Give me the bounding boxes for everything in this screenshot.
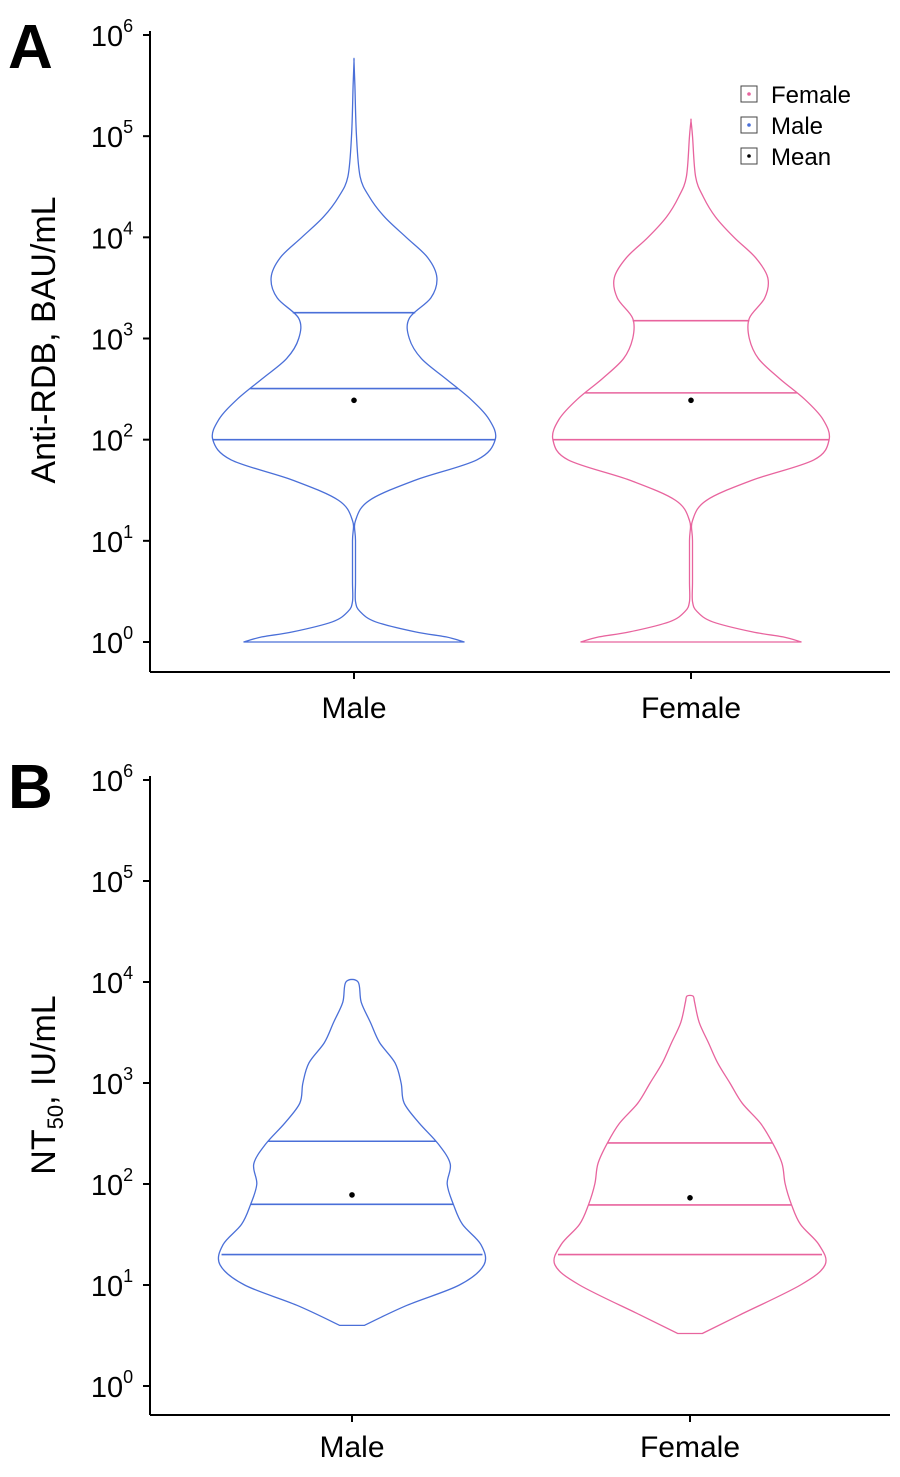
violin-female (551, 118, 831, 643)
y-tick-label: 106 (91, 16, 133, 53)
violin-outline (211, 57, 497, 643)
legend-label: Mean (771, 144, 831, 171)
legend-key-dot (747, 123, 751, 127)
y-tick-label-base: 10 (91, 1271, 123, 1303)
y-tick-label-exponent: 5 (123, 117, 133, 137)
y-tick-label-exponent: 3 (123, 1064, 133, 1084)
y-tick-label-base: 10 (91, 968, 123, 1000)
mean-point (349, 1192, 355, 1198)
violin-male (211, 57, 497, 643)
y-tick-label-base: 10 (91, 527, 123, 559)
y-tick-label: 100 (91, 1367, 133, 1404)
y-axis-title-b-subscript: 50 (43, 1105, 68, 1129)
y-axis-title-a: Anti-RDB, BAU/mL (25, 196, 63, 483)
mean-point (351, 397, 357, 404)
y-tick-label-base: 10 (91, 426, 123, 458)
y-tick-label: 101 (91, 1266, 133, 1303)
y-tick-label-base: 10 (91, 223, 123, 255)
x-tick-label-male: Male (321, 692, 386, 725)
mean-point (687, 1195, 693, 1201)
y-tick-label-exponent: 4 (123, 218, 133, 238)
y-tick-label-exponent: 5 (123, 862, 133, 882)
y-tick-label: 104 (91, 218, 133, 255)
y-tick-label-exponent: 1 (123, 1266, 133, 1286)
mean-point (688, 397, 694, 404)
y-tick-label-base: 10 (91, 867, 123, 899)
legend-key-dot (747, 92, 751, 96)
y-tick-label: 103 (91, 320, 133, 357)
y-tick-label-exponent: 0 (123, 623, 133, 643)
legend-label: Female (771, 82, 851, 109)
y-tick-label: 100 (91, 623, 133, 660)
y-tick-label-base: 10 (91, 122, 123, 154)
violin-female (553, 994, 827, 1335)
y-tick-label: 103 (91, 1064, 133, 1101)
x-tick-label-male: Male (319, 1431, 384, 1464)
y-tick-label-base: 10 (91, 628, 123, 660)
y-tick-label-base: 10 (91, 325, 123, 357)
y-tick-label-exponent: 6 (123, 761, 133, 781)
y-tick-label: 105 (91, 117, 133, 154)
violin-outline (551, 118, 831, 643)
legend-label: Male (771, 113, 823, 140)
y-tick-label: 102 (91, 421, 133, 458)
y-tick-label: 104 (91, 963, 133, 1000)
violins-a (211, 57, 831, 643)
violin-male (217, 978, 487, 1327)
y-tick-label-base: 10 (91, 1069, 123, 1101)
y-axis-title-b-rest: , IU/mL (25, 995, 63, 1105)
y-tick-label: 106 (91, 761, 133, 798)
panel-a: A Anti-RDB, BAU/mL 100101102103104105106… (8, 13, 890, 725)
y-tick-label-exponent: 0 (123, 1367, 133, 1387)
y-tick-label-exponent: 1 (123, 522, 133, 542)
violin-outline (217, 978, 487, 1327)
y-tick-label: 105 (91, 862, 133, 899)
panel-letter-b: B (8, 753, 53, 822)
legend-item-mean: Mean (740, 144, 831, 171)
x-tick-label-female: Female (641, 692, 741, 725)
violin-outline (553, 994, 827, 1335)
y-tick-label-exponent: 3 (123, 320, 133, 340)
y-axis-title-b: NT50, IU/mL (25, 995, 68, 1174)
y-tick-label-exponent: 4 (123, 963, 133, 983)
y-axis-title-b-main: NT (25, 1129, 63, 1174)
x-tick-label-female: Female (640, 1431, 740, 1464)
y-tick-label-exponent: 2 (123, 1165, 133, 1185)
violins-b (217, 978, 827, 1335)
panel-letter-a: A (8, 13, 53, 82)
legend: Female Male Mean (740, 82, 851, 171)
legend-key-dot (747, 154, 751, 158)
y-tick-label-exponent: 2 (123, 421, 133, 441)
y-tick-label: 102 (91, 1165, 133, 1202)
y-tick-label-exponent: 6 (123, 16, 133, 36)
legend-item-female: Female (740, 82, 851, 109)
y-tick-label: 101 (91, 522, 133, 559)
y-tick-label-base: 10 (91, 766, 123, 798)
legend-item-male: Male (740, 113, 823, 140)
y-tick-label-base: 10 (91, 1372, 123, 1404)
y-tick-label-base: 10 (91, 21, 123, 53)
y-tick-label-base: 10 (91, 1170, 123, 1202)
